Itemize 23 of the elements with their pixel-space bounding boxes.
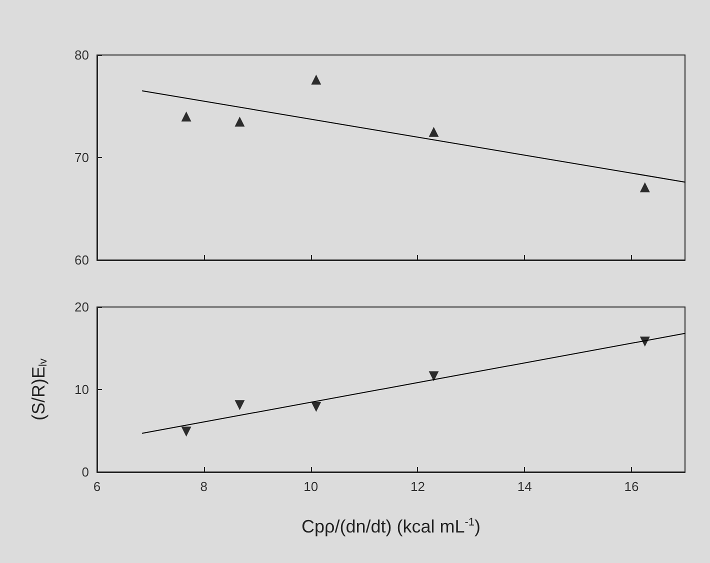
point (234, 116, 245, 127)
y-tick-label: 0 (82, 464, 89, 480)
x-tick-label: 12 (410, 479, 425, 494)
point (234, 400, 245, 410)
point (311, 74, 322, 85)
y-tick-label: 20 (74, 300, 89, 314)
point (640, 336, 650, 347)
point (428, 371, 439, 382)
y-tick-label: 10 (74, 382, 89, 397)
y-tick-label: 60 (74, 252, 89, 268)
point (428, 126, 439, 137)
x-tick-label: 10 (304, 479, 318, 494)
y-tick-label: 80 (74, 48, 89, 62)
x-tick-label: 6 (93, 479, 101, 494)
point (181, 112, 192, 122)
y-axis-title: (S/R)Elv (28, 358, 50, 420)
point (181, 426, 192, 437)
point (311, 402, 322, 412)
x-tick-label: 14 (517, 479, 532, 494)
y-tick-label: 70 (74, 150, 89, 165)
x-tick-label: 16 (624, 479, 639, 494)
x-tick-label: 8 (200, 479, 208, 494)
point (640, 182, 650, 192)
